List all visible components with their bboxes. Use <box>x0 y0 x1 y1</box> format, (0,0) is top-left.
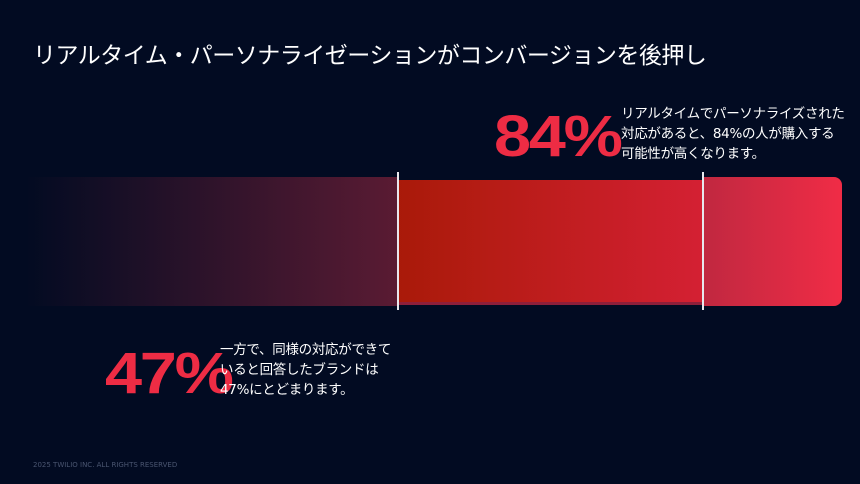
stat-47-value: 47% <box>105 341 234 406</box>
desc-line: 対応があると、84%の人が購入する <box>621 126 835 142</box>
desc-line: 一方で、同様の対応ができて <box>220 342 392 358</box>
desc-line: 47%にとどまります。 <box>220 382 354 398</box>
stat-47-description: 一方で、同様の対応ができて いると回答したブランドは 47%にとどまります。 <box>220 340 391 400</box>
desc-line: リアルタイムでパーソナライズされた <box>621 106 845 122</box>
stat-84-description: リアルタイムでパーソナライズされた 対応があると、84%の人が購入する 可能性が… <box>621 104 845 164</box>
desc-line: 可能性が高くなります。 <box>621 146 765 162</box>
marker-line-84 <box>702 172 704 310</box>
slide-title: リアルタイム・パーソナライゼーションがコンバージョンを後押し <box>33 43 707 69</box>
stat-84-value: 84% <box>494 104 623 169</box>
bar-segment-background <box>28 177 398 306</box>
marker-line-47 <box>397 172 399 310</box>
bar-segment-84 <box>703 177 842 306</box>
bar-segment-47 <box>398 180 703 305</box>
desc-line: いると回答したブランドは <box>220 362 379 378</box>
copyright-footer: 2025 TWILIO INC. ALL RIGHTS RESERVED <box>33 461 178 469</box>
